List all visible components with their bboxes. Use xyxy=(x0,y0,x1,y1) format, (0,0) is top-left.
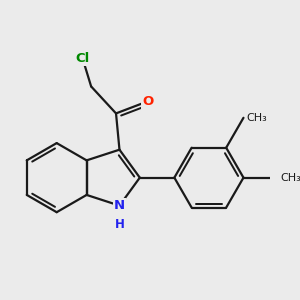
Text: N: N xyxy=(114,199,125,212)
Text: CH₃: CH₃ xyxy=(281,172,300,183)
Text: H: H xyxy=(115,218,124,231)
Text: CH₃: CH₃ xyxy=(246,113,267,123)
Text: Cl: Cl xyxy=(75,52,90,64)
Text: O: O xyxy=(142,95,153,108)
